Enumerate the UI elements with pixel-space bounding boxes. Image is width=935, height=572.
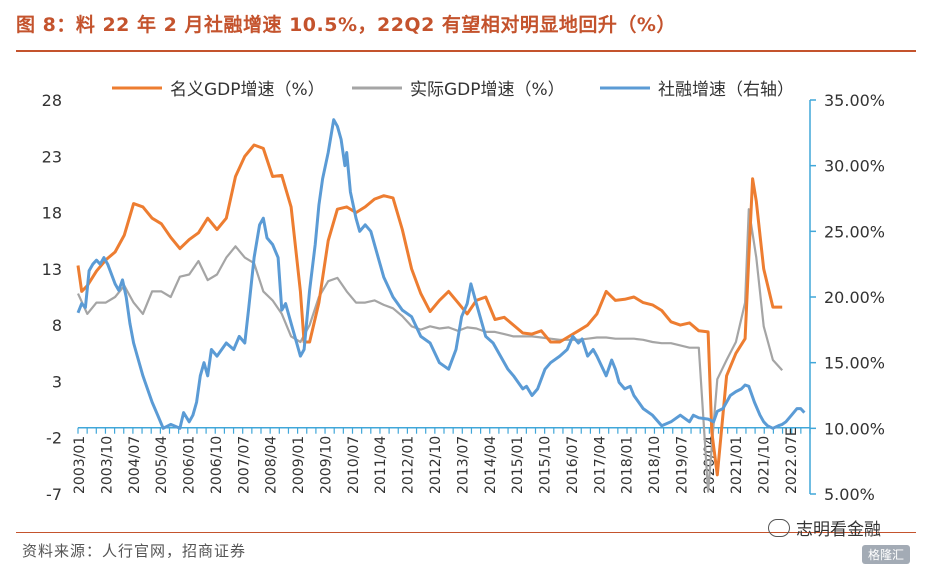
watermark-text: 志明看金融 — [796, 520, 881, 540]
x-tick-label: 2003/01 — [72, 436, 88, 494]
x-tick-label: 2013/07 — [455, 436, 471, 494]
x-tick-label: 2016/07 — [565, 436, 581, 494]
y-left-tick-label: 18 — [42, 204, 62, 223]
series-line-0 — [76, 143, 783, 477]
y-left-tick-label: 23 — [42, 147, 62, 166]
x-tick-label: 2022.07E — [784, 427, 800, 494]
series-line-1 — [76, 208, 784, 493]
x-tick-label: 2008/04 — [264, 436, 280, 494]
chart-legend: 名义GDP增速（%） 实际GDP增速（%） 社融增速（右轴） — [112, 80, 794, 100]
x-tick-label: 2018/10 — [647, 436, 663, 494]
chart-series — [76, 118, 806, 493]
x-tick-label: 2012/10 — [428, 436, 444, 494]
y-left-tick-label: -7 — [46, 485, 62, 504]
legend-label: 名义GDP增速（%） — [170, 80, 325, 100]
x-tick-label: 2009/01 — [291, 436, 307, 494]
source-rule — [16, 532, 916, 533]
x-tick-label: 2014/04 — [483, 436, 499, 494]
x-tick-label: 2012/01 — [401, 436, 417, 494]
y-right-tick-label: 15.00% — [824, 354, 885, 373]
y-left-tick-label: -2 — [46, 429, 62, 448]
wechat-icon — [768, 518, 790, 537]
x-tick-label: 2021/10 — [757, 436, 773, 494]
y-left-tick-label: 28 — [42, 91, 62, 110]
y-right-tick-label: 35.00% — [824, 91, 885, 110]
x-tick-label: 2010/07 — [346, 436, 362, 494]
x-tick-label: 2019/07 — [674, 436, 690, 494]
watermark: 志明看金融 — [768, 515, 881, 540]
x-tick-label: 2018/01 — [620, 436, 636, 494]
x-tick-label: 2021/01 — [729, 436, 745, 494]
legend-label: 实际GDP增速（%） — [410, 80, 565, 100]
x-tick-label: 2005/04 — [154, 436, 170, 494]
y-right-tick-label: 10.00% — [824, 419, 885, 438]
y-left-tick-label: 8 — [52, 316, 62, 335]
figure-title: 图 8：料 22 年 2 月社融增速 10.5%，22Q2 有望相对明显地回升（… — [16, 14, 676, 36]
y-right-tick-label: 25.00% — [824, 222, 885, 241]
x-tick-label: 2004/07 — [127, 436, 143, 494]
x-tick-label: 2006/10 — [209, 436, 225, 494]
series-line-2 — [76, 118, 806, 430]
x-tick-label: 2003/10 — [99, 436, 115, 494]
x-tick-label: 2015/10 — [538, 436, 554, 494]
y-left-tick-label: 3 — [52, 372, 62, 391]
y-right-tick-label: 30.00% — [824, 157, 885, 176]
y-left-tick-label: 13 — [42, 260, 62, 279]
watermark-logo: 格隆汇 — [862, 545, 911, 564]
chart-axes: 28 23 18 13 8 3 -2 -7 35.00% 30.00% 25.00% 20.00% 15… — [42, 91, 885, 504]
x-tick-label: 2007/07 — [236, 436, 252, 494]
legend-label: 社融增速（右轴） — [658, 80, 794, 100]
title-rule — [16, 50, 916, 52]
source-note: 资料来源：人行官网，招商证券 — [22, 542, 247, 560]
x-tick-label: 2009/10 — [318, 436, 334, 494]
x-tick-label: 2015/01 — [510, 436, 526, 494]
y-right-tick-label: 5.00% — [824, 485, 875, 504]
x-tick-label: 2006/01 — [182, 436, 198, 494]
x-tick-label: 2011/04 — [373, 436, 389, 494]
x-tick-label: 2017/04 — [592, 436, 608, 494]
y-right-tick-label: 20.00% — [824, 288, 885, 307]
